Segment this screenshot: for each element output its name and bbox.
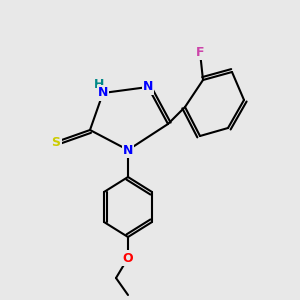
Text: F: F bbox=[196, 46, 204, 59]
Text: H: H bbox=[94, 79, 104, 92]
Text: N: N bbox=[98, 86, 108, 100]
Text: N: N bbox=[143, 80, 153, 94]
Text: N: N bbox=[123, 143, 133, 157]
Text: S: S bbox=[52, 136, 61, 148]
Text: O: O bbox=[123, 251, 133, 265]
